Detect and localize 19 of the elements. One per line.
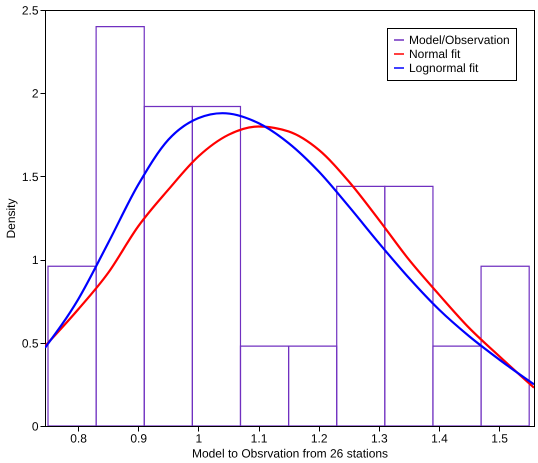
y-tick-label: 1.5: [22, 170, 39, 184]
x-tick-label: 0.9: [130, 432, 148, 446]
x-tick-label: 1.4: [431, 432, 448, 446]
legend-label: Lognormal fit: [409, 61, 480, 75]
x-tick-label: 1.1: [250, 432, 268, 446]
x-tick-label: 1: [196, 432, 203, 446]
x-axis-title: Model to Obsrvation from 26 stations: [192, 446, 388, 460]
x-tick-label: 0.8: [70, 432, 88, 446]
x-tick-label: 1.2: [310, 432, 328, 446]
y-tick-label: 2.5: [22, 4, 39, 18]
y-tick-label: 1: [32, 253, 39, 268]
y-axis-title: Density: [4, 198, 18, 239]
legend-label: Normal fit: [409, 47, 462, 61]
legend-label: Model/Observation: [409, 33, 510, 47]
y-tick-label: 0.5: [22, 336, 39, 350]
y-tick-label: 2: [32, 86, 39, 101]
y-tick-label: 0: [32, 420, 39, 434]
x-tick-label: 1.5: [491, 432, 508, 446]
x-tick-label: 1.3: [370, 432, 388, 446]
